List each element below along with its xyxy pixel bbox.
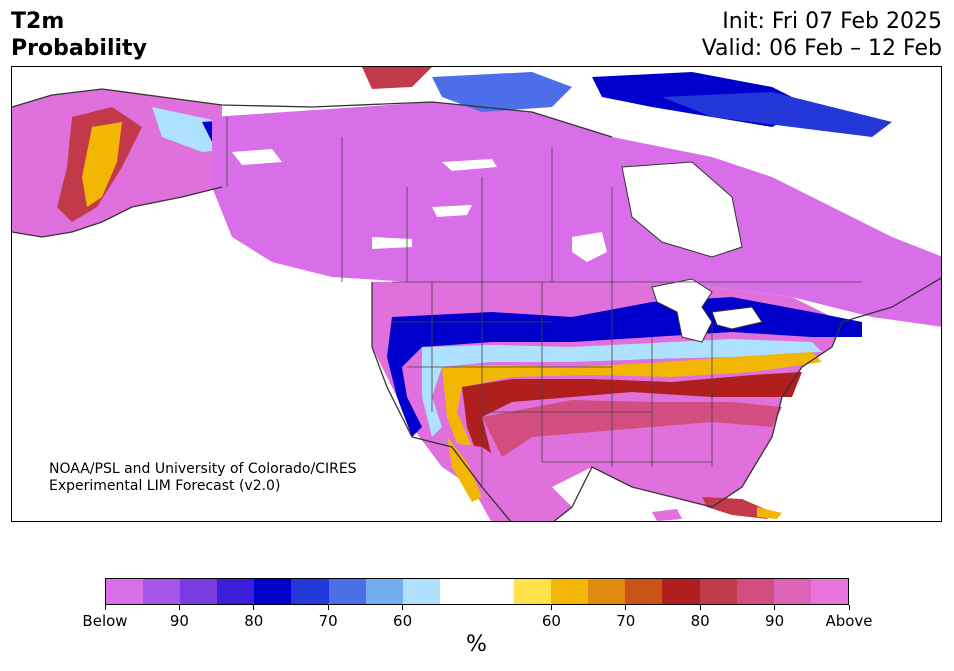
colorbar-cell — [773, 579, 811, 604]
colorbar-cell — [291, 579, 329, 604]
colorbar-unit: % — [466, 632, 487, 657]
colorbar-tick — [104, 605, 106, 610]
warm-band-red — [462, 372, 802, 467]
attribution: NOAA/PSL and University of Colorado/CIRE… — [49, 461, 357, 495]
variable-label: T2m — [11, 9, 65, 34]
colorbar-tick-label: 90 — [169, 612, 189, 630]
colorbar-cell — [365, 579, 403, 604]
init-date: Init: Fri 07 Feb 2025 — [722, 9, 942, 34]
valid-range: Valid: 06 Feb – 12 Feb — [701, 36, 942, 61]
colorbar-tick — [178, 605, 180, 610]
colorbar-tick — [327, 605, 329, 610]
colorbar-cell — [662, 579, 700, 604]
attribution-line-2: Experimental LIM Forecast (v2.0) — [49, 478, 281, 494]
chart-title: T2m Probability — [11, 8, 147, 62]
colorbar-tick — [699, 605, 701, 610]
colorbar-cell — [328, 579, 366, 604]
mexico-land — [412, 437, 572, 521]
arctic-top-warm — [362, 67, 432, 89]
colorbar-tick-label: 80 — [244, 612, 264, 630]
colorbar-cell — [625, 579, 663, 604]
colorbar-cell — [143, 579, 181, 604]
product-label: Probability — [11, 36, 147, 61]
colorbar-tick-label: 60 — [541, 612, 561, 630]
colorbar-tick — [625, 605, 627, 610]
colorbar — [105, 578, 849, 605]
cuba-warm — [757, 507, 782, 519]
arctic-islands-3 — [662, 92, 892, 137]
white-patch-2 — [442, 159, 497, 171]
colorbar-tick — [774, 605, 776, 610]
colorbar-tick — [550, 605, 552, 610]
map-canvas — [12, 67, 941, 521]
hudson-bay — [621, 161, 743, 258]
caribbean-land — [652, 509, 682, 521]
colorbar-tick — [848, 605, 850, 610]
colorbar-cell — [476, 579, 515, 604]
date-info: Init: Fri 07 Feb 2025 Valid: 06 Feb – 12… — [702, 8, 942, 62]
attribution-line-1: NOAA/PSL and University of Colorado/CIRE… — [49, 461, 357, 477]
coastlines — [12, 88, 941, 521]
colorbar-cell — [810, 579, 848, 604]
white-patch-3 — [572, 232, 607, 262]
colorbar-cell — [551, 579, 589, 604]
white-patch-5 — [432, 205, 472, 217]
warm-band-yellow — [442, 352, 822, 457]
forecast-map — [11, 66, 942, 522]
warm-band-pink — [482, 400, 782, 457]
colorbar-cell — [439, 579, 477, 604]
colorbar-tick — [253, 605, 255, 610]
cold-band — [387, 297, 862, 437]
colorbar-tick-label: 90 — [765, 612, 785, 630]
colorbar-cell — [402, 579, 440, 604]
colorbar-tick — [402, 605, 404, 610]
colorbar-tick-label: 70 — [318, 612, 338, 630]
colorbar-tick-label: Below — [82, 612, 128, 630]
colorbar-cell — [254, 579, 292, 604]
boundaries — [226, 117, 862, 487]
colorbar-cell — [514, 579, 552, 604]
white-patch-1 — [232, 149, 282, 165]
colorbar-cell — [699, 579, 737, 604]
colorbar-cell — [106, 579, 144, 604]
baja-warm — [447, 437, 482, 502]
colorbar-cell — [217, 579, 255, 604]
great-lakes — [651, 278, 713, 343]
white-patch-4 — [372, 237, 412, 249]
arctic-islands — [432, 72, 572, 112]
alaska-gradient-2 — [82, 122, 122, 207]
colorbar-cell — [180, 579, 218, 604]
colorbar-tick-label: 70 — [616, 612, 636, 630]
colorbar-cell — [736, 579, 774, 604]
colorbar-tick-label: 80 — [690, 612, 710, 630]
colorbar-cell — [588, 579, 626, 604]
cold-band-light — [422, 339, 822, 437]
colorbar-tick-label: 60 — [393, 612, 413, 630]
colorbar-tick-label: Above — [825, 612, 873, 630]
canada-land — [212, 102, 941, 327]
great-lakes-2 — [711, 306, 763, 330]
